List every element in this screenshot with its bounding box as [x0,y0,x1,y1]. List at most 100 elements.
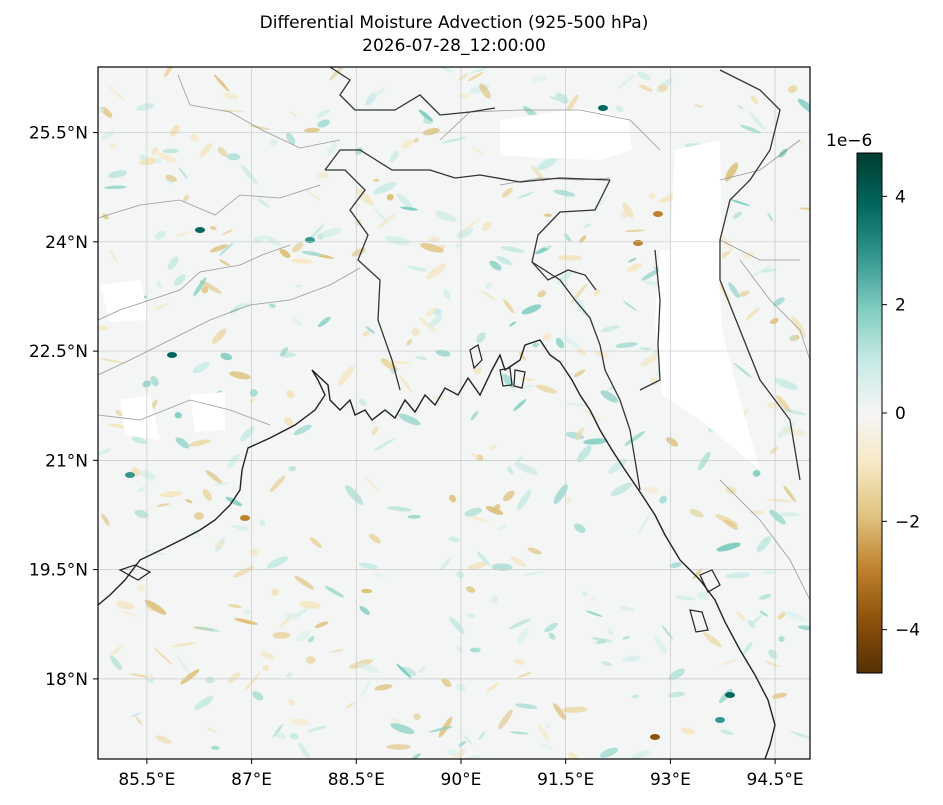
missing-area-west [100,280,150,322]
field-streak [284,612,301,620]
field-streak [516,489,532,511]
field-streak [428,236,440,243]
field-streak [175,230,193,237]
field-streak [240,426,255,442]
border-nepal-bhutan [329,67,496,116]
field-streak [434,210,457,222]
field-streak [442,289,452,300]
field-streak [725,572,751,579]
field-streak [545,722,551,729]
field-streak [345,485,364,505]
field-streak [272,631,291,639]
field-streak [279,248,291,258]
field-streak [374,208,387,223]
field-streak [462,216,482,232]
field-streak [305,189,320,201]
field-streak [160,491,183,498]
field-streak [585,610,603,617]
island-bhola [469,344,483,370]
field-streak [307,636,315,643]
field-streak [226,153,241,161]
field-streak [289,733,299,740]
field-streak [544,213,552,217]
field-streak [286,132,296,145]
field-streak [718,659,739,666]
field-streak [759,610,769,617]
colorbar: 1e−6 4 2 0 −2 −4 [826,131,920,674]
field-streak [631,694,639,699]
field-streak [262,234,282,247]
field-streak [268,303,276,308]
field-streak [98,448,112,456]
field-streak [373,178,380,183]
border-jharkhand [98,267,361,376]
field-streak [286,390,295,399]
field-streak [548,96,563,102]
field-streak [503,299,515,314]
field-streak [406,338,413,346]
field-streak [491,596,499,604]
field-streak [400,206,418,211]
field-streak [595,640,606,644]
field-streak [425,263,447,280]
field-streak [441,678,452,688]
field-streak [689,509,704,518]
field-streak [109,644,124,658]
field-streak [361,588,373,594]
field-streak [513,399,527,412]
field-streak [756,536,771,553]
field-streak [558,254,582,261]
field-anomaly [725,692,735,698]
field-streak [271,588,279,596]
border-bangladesh-north [324,149,611,183]
field-streak [473,367,482,375]
field-streak [175,654,191,675]
map-subtitle-timestamp: 2026-07-28_12:00:00 [362,36,546,56]
field-streak [479,290,496,301]
field-streak [470,410,479,421]
border-tripura [531,261,597,291]
field-streak [199,142,213,158]
field-streak [220,352,233,361]
field-streak [441,137,467,144]
field-streak [414,356,428,360]
field-streak [249,398,256,403]
field-streak [374,573,386,578]
field-streak [467,562,487,570]
field-streak [637,71,651,81]
field-streak [618,74,635,89]
field-streak [583,438,608,445]
border-bangladesh-west [325,169,401,391]
field-streak [188,439,211,447]
field-streak [294,285,302,288]
field-streak [648,192,656,200]
field-streak [241,164,258,185]
field-streak [214,541,224,549]
map-title: Differential Moisture Advection (925-500… [259,13,649,33]
field-streak [716,542,741,552]
colorbar-tick-label: −4 [895,621,920,641]
field-streak [185,499,193,504]
field-streak [174,412,182,419]
field-streak [358,562,379,570]
field-streak [761,268,777,273]
field-streak [615,105,624,112]
field-streak [429,726,453,733]
field-streak [149,674,155,680]
field-streak [542,332,552,341]
field-streak [788,85,798,94]
field-streak [289,111,298,117]
field-streak [728,282,740,298]
field-streak [748,613,763,628]
lon-tick-label: 90°E [441,770,482,790]
field-streak [157,152,177,163]
field-streak [767,498,792,503]
field-streak [362,330,370,337]
field-streak [151,146,159,155]
field-streak [544,622,558,633]
lon-tick-label: 94.5°E [747,770,804,790]
field-streak [129,673,150,678]
lon-tick-label: 85.5°E [118,770,175,790]
field-streak [772,297,785,307]
field-streak [537,156,558,171]
